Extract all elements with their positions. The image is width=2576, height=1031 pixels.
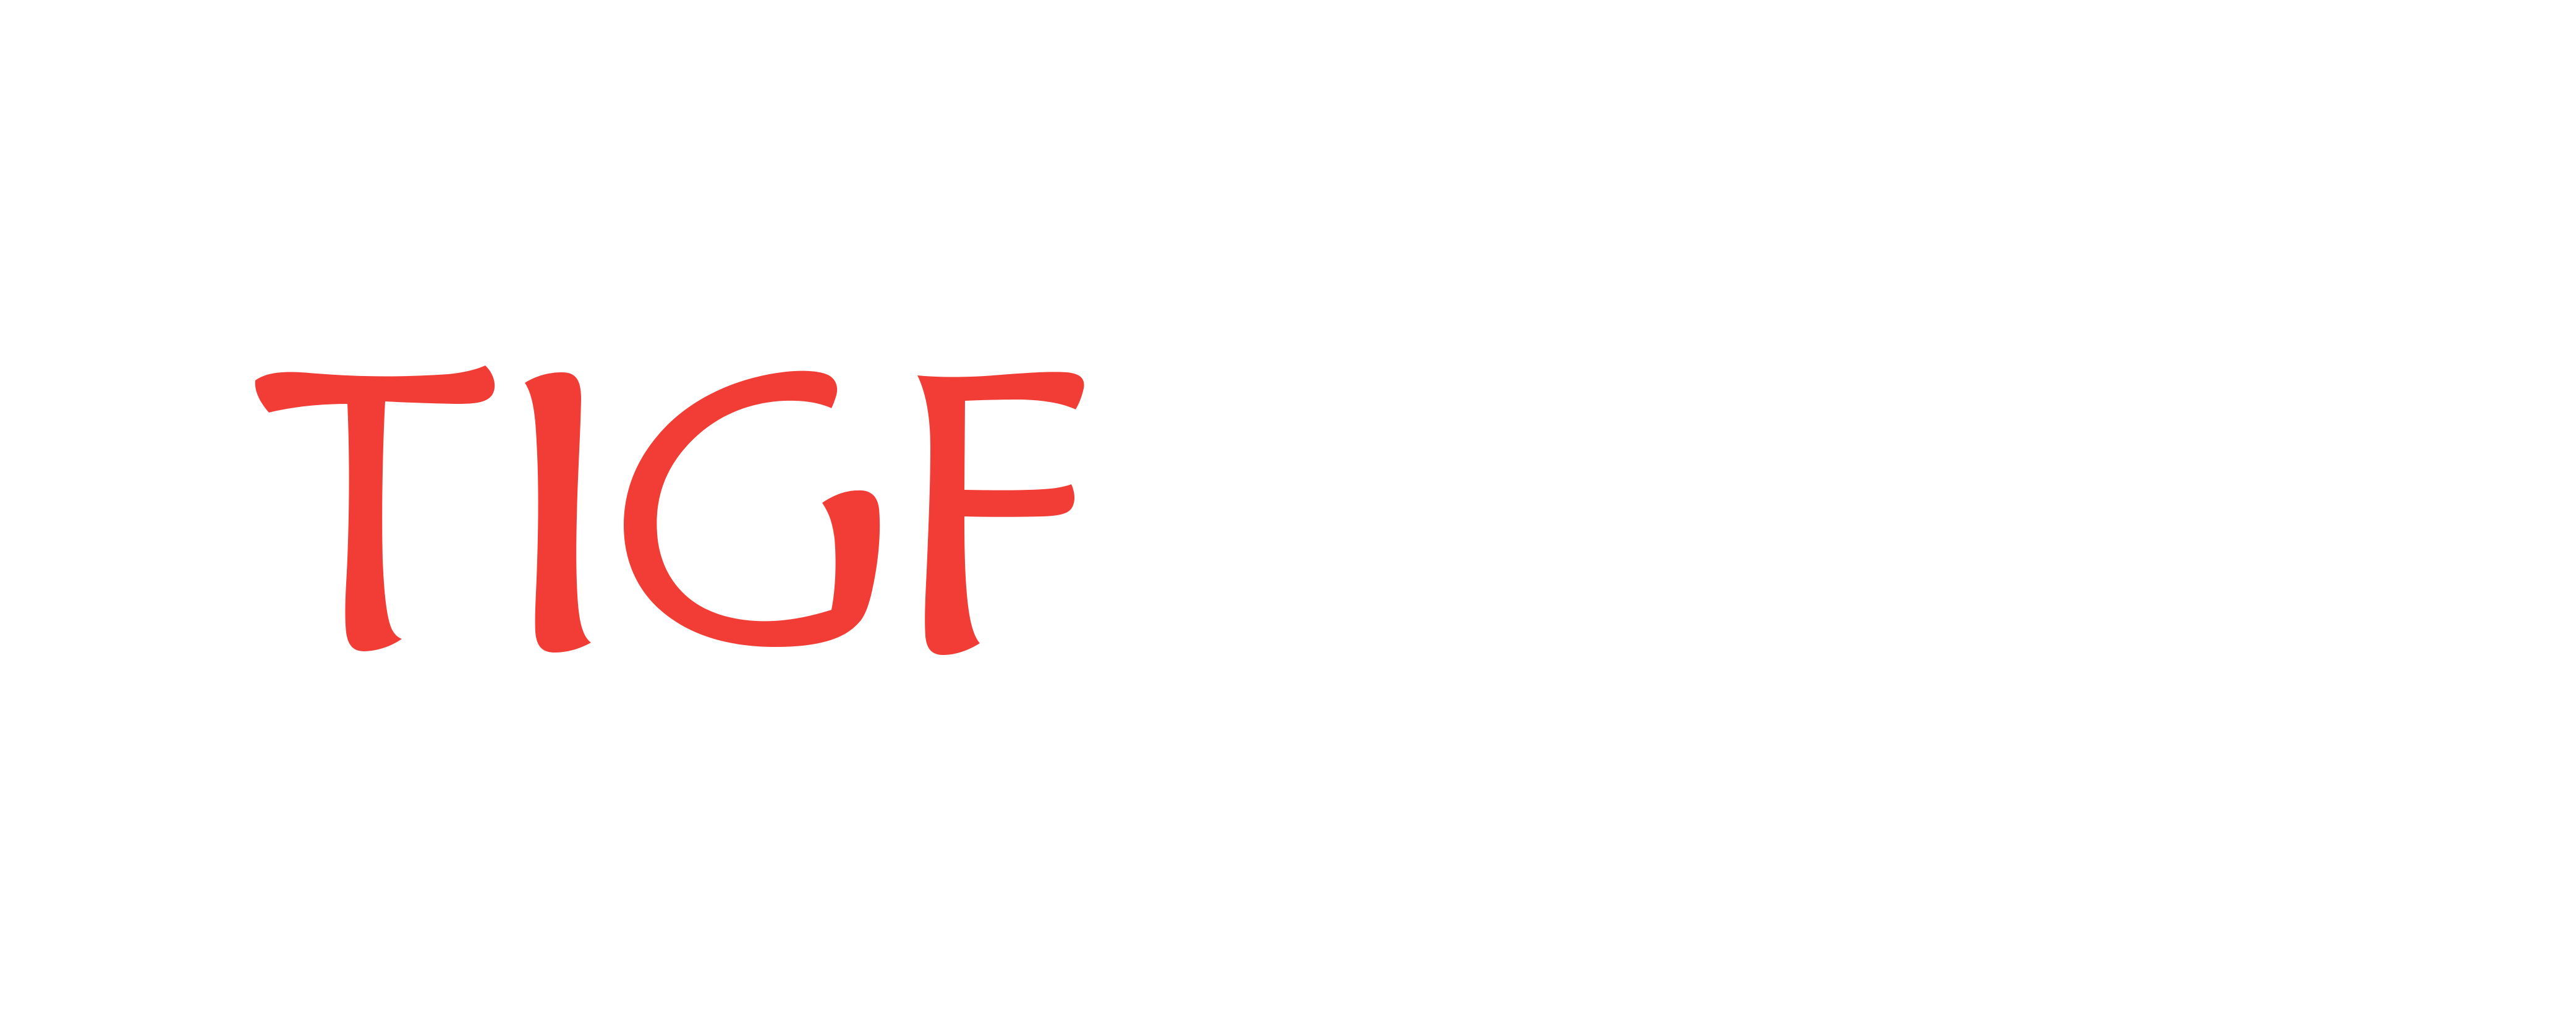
logo-letter-g (624, 370, 880, 648)
logo-letter-t (255, 366, 495, 651)
logo-letter-f (917, 372, 1084, 655)
logo-letter-i (525, 372, 591, 652)
tigf-logo (244, 362, 1097, 656)
tigf-wordmark (255, 366, 1084, 655)
